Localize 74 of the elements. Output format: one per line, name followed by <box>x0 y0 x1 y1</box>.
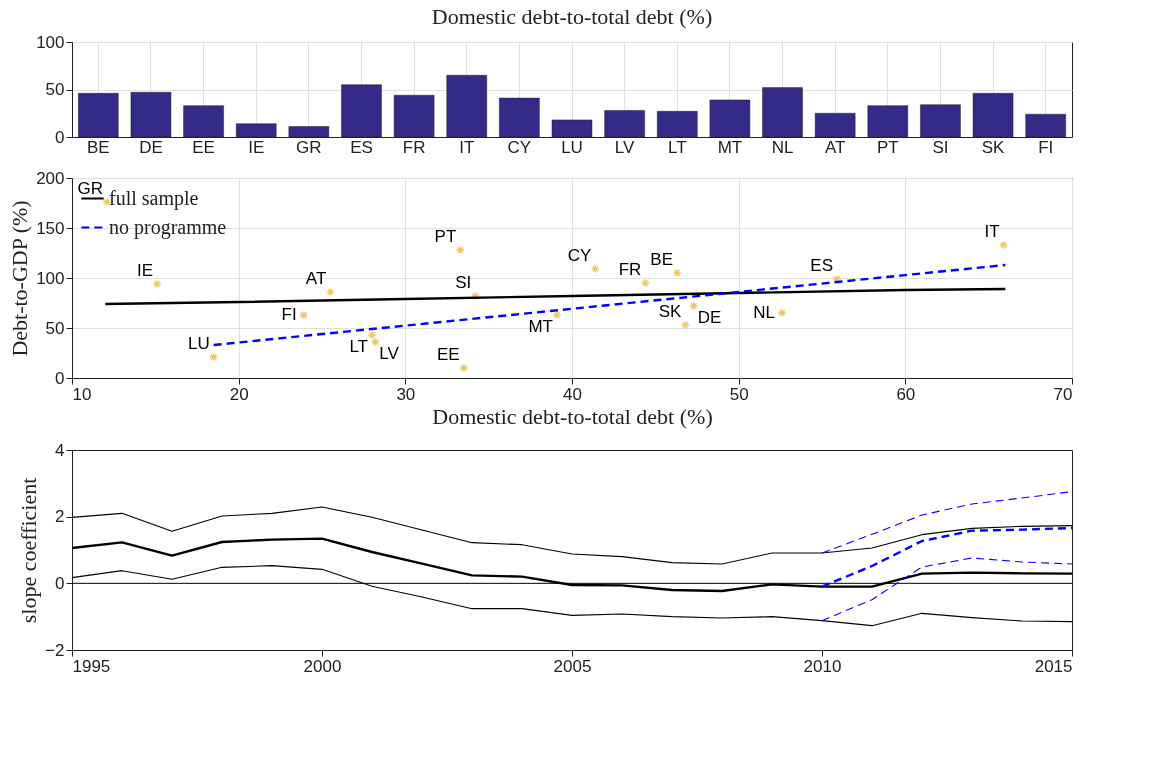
x-tick-label: IE <box>248 137 265 157</box>
line-series <box>821 557 1073 622</box>
annotation: SK <box>658 302 682 321</box>
y-tick-label: −2 <box>45 640 65 660</box>
annotation: FI <box>281 305 297 324</box>
legend-label: no programme <box>109 215 227 239</box>
x-tick-label: LV <box>614 137 636 157</box>
x-tick-label: EE <box>192 137 215 157</box>
annotation: IE <box>136 261 153 280</box>
line-series <box>70 537 1074 593</box>
y-tick-label: 50 <box>45 318 65 338</box>
x-tick-label: CY <box>507 137 532 157</box>
y-tick-label: 0 <box>55 573 65 593</box>
x-axis-title: Domestic debt-to-total debt (%) <box>432 403 713 429</box>
x-tick-label: 40 <box>563 384 582 404</box>
annotation: BE <box>650 250 673 269</box>
x-tick-label: DE <box>139 137 163 157</box>
line-series <box>71 506 1073 565</box>
x-tick-label: MT <box>717 137 743 157</box>
x-tick-label: BE <box>86 137 110 157</box>
annotation: CY <box>567 246 592 265</box>
annotation: IT <box>984 222 1000 241</box>
line-series <box>820 526 1074 588</box>
annotation: GR <box>77 179 103 198</box>
annotation: NL <box>753 303 775 322</box>
legend-label: full sample <box>109 186 199 210</box>
x-tick-label: PT <box>876 137 899 157</box>
annotation: ES <box>810 256 833 275</box>
y-axis-title: slope coefficient <box>16 477 42 624</box>
x-tick-label: AT <box>824 137 846 157</box>
annotation: LV <box>379 344 400 363</box>
annotation: FR <box>618 260 642 279</box>
annotation: LT <box>349 337 368 356</box>
line-series <box>71 565 1073 627</box>
y-tick-label: 0 <box>55 368 65 388</box>
y-tick-label: 100 <box>36 32 65 52</box>
x-tick-label: SI <box>932 137 949 157</box>
y-tick-label: 100 <box>36 268 65 288</box>
x-tick-label: SK <box>981 137 1006 157</box>
annotation: MT <box>528 317 553 336</box>
y-tick-label: 2 <box>55 507 65 527</box>
x-tick-label: 1995 <box>72 656 111 676</box>
x-tick-label: 50 <box>729 384 749 404</box>
y-axis-title: Debt-to-GDP (%) <box>7 200 33 357</box>
annotation: AT <box>305 269 327 288</box>
y-tick-label: 200 <box>36 168 65 188</box>
x-tick-label: NL <box>771 137 794 157</box>
annotation: SI <box>455 273 472 292</box>
x-tick-label: IT <box>459 137 475 157</box>
x-tick-label: FI <box>1038 137 1054 157</box>
x-tick-label: 20 <box>229 384 249 404</box>
chart-title: Domestic debt-to-total debt (%) <box>431 4 713 29</box>
x-tick-label: 2015 <box>1034 656 1073 676</box>
annotation: DE <box>697 308 722 327</box>
x-tick-label: 30 <box>396 384 416 404</box>
x-tick-label: 2000 <box>303 656 342 676</box>
line-series <box>104 287 1007 306</box>
y-tick-label: 150 <box>36 218 65 238</box>
x-tick-label: GR <box>296 137 322 157</box>
y-tick-label: 4 <box>55 440 65 460</box>
x-tick-label: 60 <box>896 384 916 404</box>
x-tick-label: 2010 <box>803 656 842 676</box>
x-tick-label: ES <box>350 137 373 157</box>
x-tick-label: 10 <box>72 384 92 404</box>
y-tick-label: 50 <box>45 80 65 99</box>
annotation: PT <box>434 227 457 246</box>
x-tick-label: 70 <box>1053 384 1073 404</box>
annotation: LU <box>187 334 210 353</box>
x-tick-label: LT <box>667 137 687 157</box>
x-tick-label: 2005 <box>553 656 592 676</box>
x-tick-label: LU <box>561 137 583 157</box>
x-tick-label: FR <box>402 137 426 157</box>
y-tick-label: 0 <box>55 127 65 147</box>
annotation: EE <box>436 345 460 364</box>
